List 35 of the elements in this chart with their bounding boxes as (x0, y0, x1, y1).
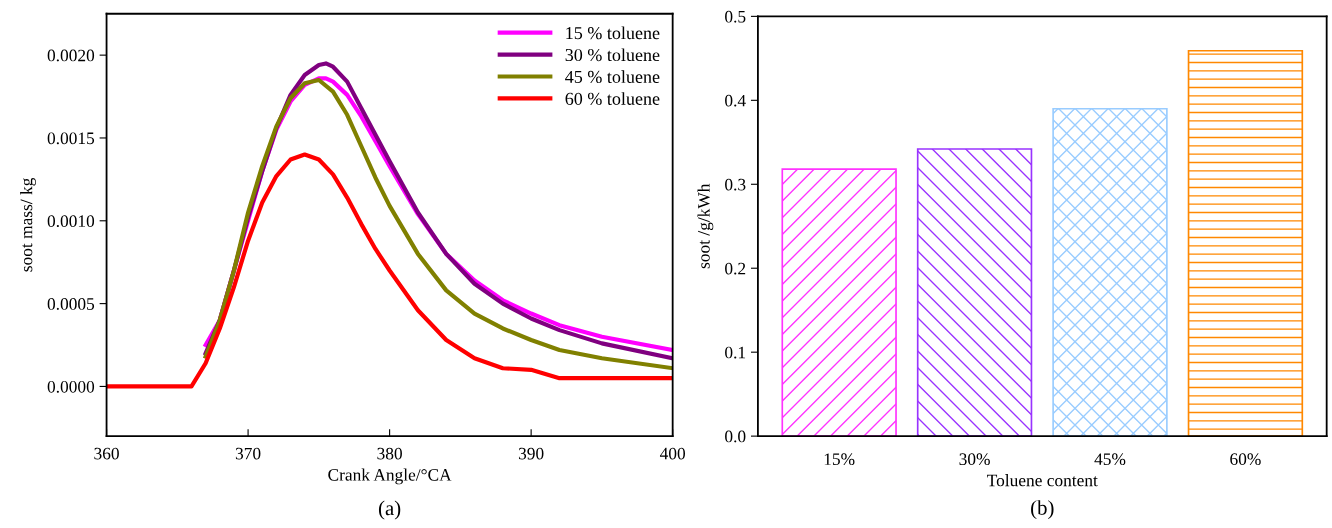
bar (916, 148, 1033, 437)
y-tick-label: 0.2 (725, 262, 746, 275)
y-tick-label: 0.0010 (47, 215, 95, 228)
x-tick-label: 370 (235, 447, 261, 460)
bar (1187, 49, 1304, 437)
x-tick-label: 45% (1094, 453, 1126, 466)
y-axis-title: soot /g/kWh (697, 183, 714, 269)
legend-label: 15 % toluene (566, 26, 660, 40)
x-tick-label: 360 (94, 447, 119, 460)
x-axis-title: Crank Angle/°CA (328, 468, 452, 485)
y-tick-label: 0.0 (725, 430, 746, 443)
x-tick-label: 400 (659, 447, 686, 460)
y-tick-label: 0.0015 (47, 132, 95, 145)
legend-label: 45 % toluene (565, 70, 660, 84)
x-axis-title: Toluene content (987, 474, 1098, 487)
x-tick-label: 390 (518, 447, 544, 460)
legend-label: 30 % toluene (565, 48, 660, 62)
x-tick-label: 30% (959, 453, 990, 466)
y-tick-label: 0.1 (725, 346, 746, 359)
y-tick-label: 0.4 (725, 94, 746, 107)
x-tick-label: 15% (824, 453, 855, 466)
text: (a) (378, 500, 401, 520)
bar (1052, 107, 1168, 437)
y-axis-title: soot mass/ kg (20, 178, 36, 272)
x-tick-label: 380 (377, 447, 402, 460)
y-tick-label: 0.3 (725, 178, 746, 191)
text: (b) (1031, 500, 1054, 520)
y-tick-label: 0.0000 (47, 380, 95, 393)
line-series (106, 152, 673, 389)
y-tick-label: 0.0020 (47, 49, 95, 62)
y-tick-label: 0.5 (725, 10, 746, 23)
legend-label: 60 % toluene (565, 92, 660, 105)
y-tick-label: 0.0005 (47, 298, 95, 310)
x-tick-label: 60% (1230, 453, 1261, 466)
bar (781, 168, 897, 437)
